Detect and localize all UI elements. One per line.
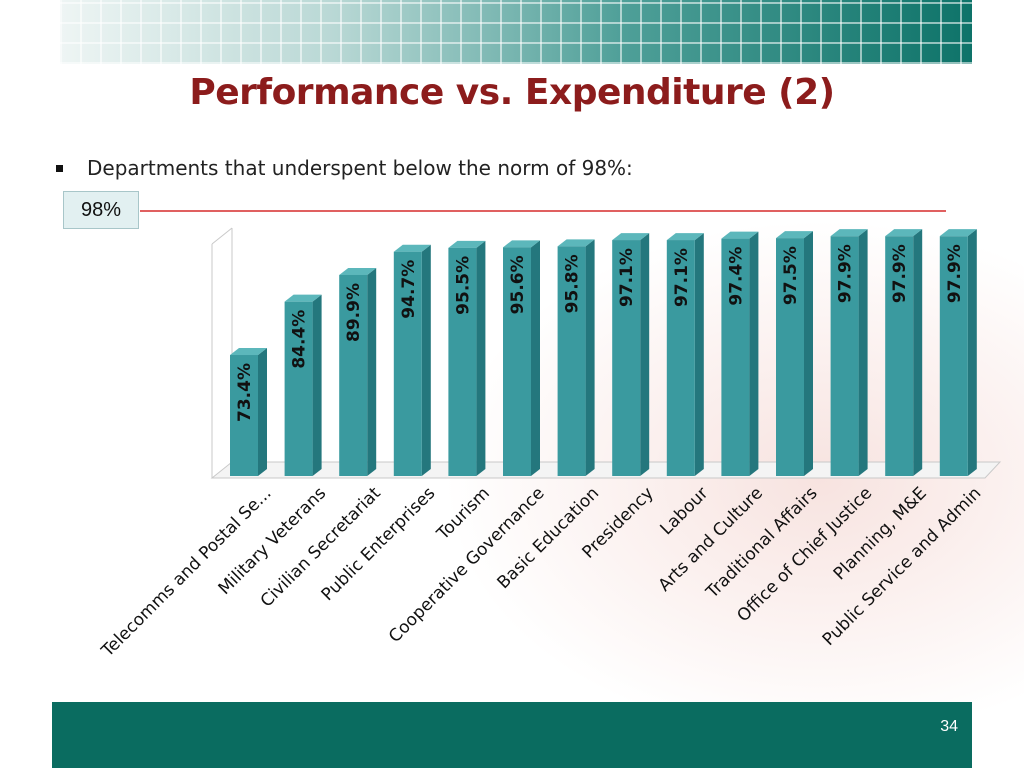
bar-side-face: [312, 294, 322, 476]
data-label: 97.1%: [672, 248, 692, 307]
bar: [721, 231, 759, 476]
bar-side-face: [858, 229, 868, 476]
bar-top-face: [612, 233, 650, 241]
bar-top-face: [284, 294, 322, 302]
page-number: 34: [940, 718, 958, 735]
data-label: 97.1%: [617, 248, 637, 307]
norm-label-box: 98%: [63, 191, 139, 229]
chart-floor: [210, 461, 1002, 479]
header-banner: [60, 0, 972, 64]
bar: [393, 244, 431, 476]
bar-side-face: [804, 231, 813, 476]
bar-side-face: [367, 267, 377, 476]
data-label: 89.9%: [344, 283, 364, 342]
bar: [885, 229, 923, 476]
bar-top-face: [776, 231, 813, 239]
bar: [666, 233, 704, 476]
bar-top-face: [230, 348, 267, 356]
bar-front-face: [939, 236, 968, 476]
data-label: 95.6%: [508, 255, 528, 314]
category-label: Labour: [657, 483, 713, 539]
bar-side-face: [913, 229, 923, 476]
bar-top-face: [339, 267, 377, 275]
bar: [776, 231, 813, 476]
header-grid-pattern: [60, 0, 972, 64]
bar: [339, 267, 377, 476]
footer-band: 34: [52, 702, 972, 768]
bar-front-face: [557, 246, 586, 476]
bar: [557, 239, 595, 476]
bar-side-face: [640, 233, 650, 476]
bar-side-face: [258, 348, 267, 476]
bar-front-face: [776, 238, 804, 476]
data-label: 97.9%: [890, 244, 910, 303]
bar-side-face: [476, 240, 486, 476]
data-label: 73.4%: [235, 363, 255, 422]
bar-side-face: [421, 244, 431, 476]
data-label: 97.9%: [945, 244, 965, 303]
bar: [939, 229, 977, 476]
bar: [230, 348, 267, 476]
bar-chart: 73.4% 84.4% 89.9% 94.7% 95.5% 95.6% 95.8% 97.1%…: [97, 210, 1002, 662]
bar-top-face: [393, 244, 431, 252]
bar-front-face: [503, 247, 531, 476]
bar: [284, 294, 322, 476]
bar-front-face: [230, 355, 258, 476]
data-label: 95.8%: [563, 254, 583, 313]
slide-title: Performance vs. Expenditure (2): [189, 72, 835, 113]
bar: [448, 240, 486, 476]
bullet-point: Departments that underspent below the no…: [56, 152, 633, 184]
bar-side-face: [749, 231, 759, 476]
category-label: Basic Education: [494, 483, 604, 593]
data-label: 97.4%: [726, 247, 746, 306]
bar-front-face: [885, 236, 914, 476]
category-label: Planning, M&E: [830, 483, 931, 584]
bar-front-face: [721, 238, 750, 476]
bar-side-face: [694, 233, 704, 476]
chart-plot-frame: [210, 227, 1002, 479]
bar: [503, 240, 540, 476]
bar-front-face: [830, 236, 859, 476]
data-label: 97.5%: [781, 246, 801, 305]
data-label: 84.4%: [290, 310, 310, 369]
bar-side-face: [531, 240, 540, 476]
chart-wall-top-edge: [211, 227, 233, 245]
data-label: 97.9%: [836, 244, 856, 303]
bar-top-face: [939, 229, 977, 237]
bar-side-face: [967, 229, 977, 476]
bar-front-face: [666, 240, 695, 476]
bar-front-face: [284, 301, 313, 476]
bullet-text: Departments that underspent below the no…: [87, 156, 633, 180]
bar-front-face: [612, 240, 641, 476]
bar-top-face: [721, 231, 759, 239]
bar: [830, 229, 868, 476]
bar-top-face: [503, 240, 540, 248]
bar-side-face: [585, 239, 595, 476]
data-label: 94.7%: [399, 260, 419, 319]
bar-top-face: [557, 239, 595, 247]
data-label: 95.5%: [453, 256, 473, 315]
bar-top-face: [448, 240, 486, 248]
bar-top-face: [830, 229, 868, 237]
bar-front-face: [393, 251, 422, 476]
bar: [612, 233, 650, 476]
bar-front-face: [448, 247, 477, 476]
bullet-square-icon: [56, 164, 63, 172]
bar-top-face: [885, 229, 923, 237]
bar-front-face: [339, 274, 368, 476]
bar-top-face: [666, 233, 704, 241]
